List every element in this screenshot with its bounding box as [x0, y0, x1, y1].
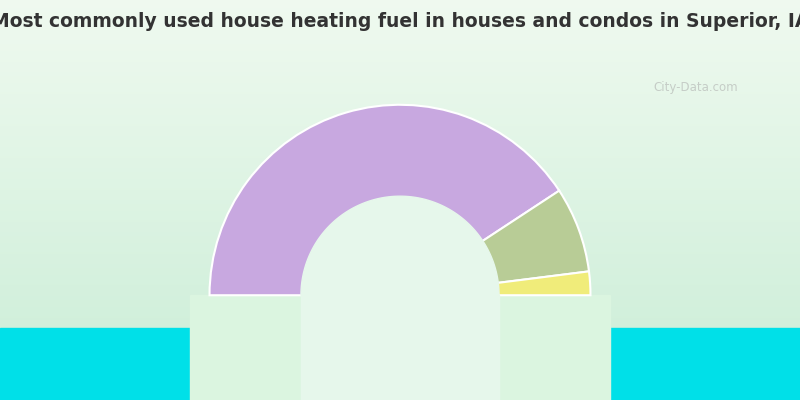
Polygon shape — [301, 196, 499, 295]
Bar — [0, 328, 800, 400]
Wedge shape — [400, 271, 590, 295]
Text: Most commonly used house heating fuel in houses and condos in Superior, IA: Most commonly used house heating fuel in… — [0, 12, 800, 31]
Ellipse shape — [206, 349, 223, 371]
Polygon shape — [301, 295, 499, 400]
Text: Electricity: Electricity — [388, 352, 461, 368]
Wedge shape — [210, 105, 559, 295]
Text: City-Data.com: City-Data.com — [654, 82, 738, 94]
Text: Other: Other — [508, 352, 550, 368]
Text: Utility gas: Utility gas — [228, 352, 302, 368]
Ellipse shape — [366, 349, 383, 371]
Wedge shape — [400, 191, 589, 295]
Polygon shape — [190, 295, 610, 400]
Ellipse shape — [486, 349, 503, 371]
